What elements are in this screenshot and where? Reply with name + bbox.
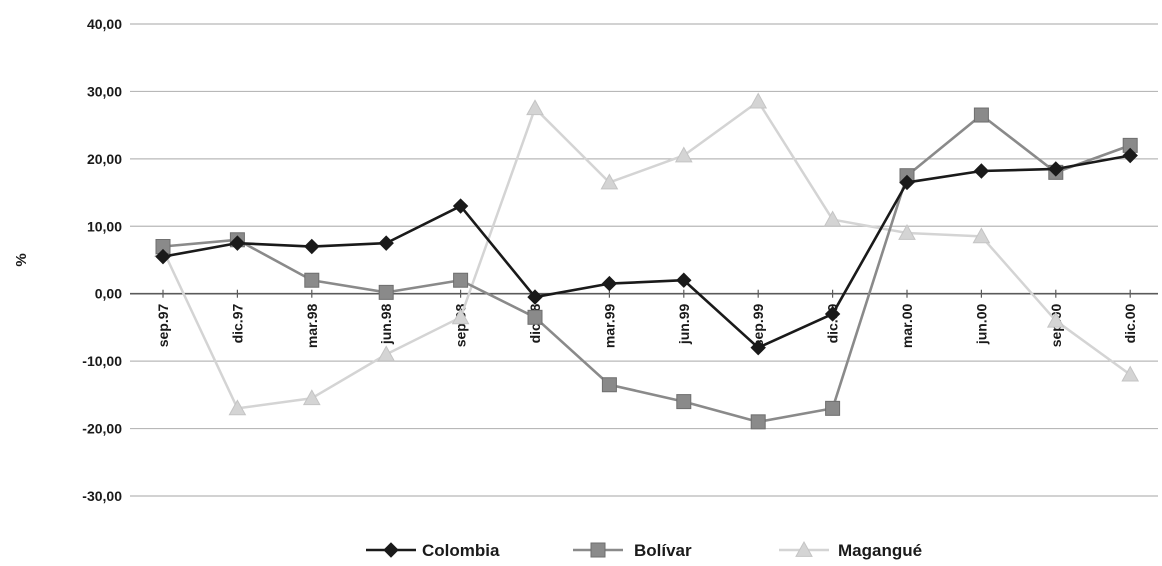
data-point xyxy=(674,146,693,163)
data-point xyxy=(1122,147,1138,164)
data-point xyxy=(377,345,396,362)
data-point xyxy=(600,173,619,190)
data-point xyxy=(451,308,470,325)
y-tick-label: -10,00 xyxy=(82,353,122,369)
x-tick-label: mar.98 xyxy=(304,304,320,349)
data-point xyxy=(229,235,246,251)
data-point xyxy=(378,284,394,300)
legend-marker xyxy=(590,542,606,558)
data-point xyxy=(749,92,768,109)
data-point xyxy=(304,238,320,255)
legend-entry: Colombia xyxy=(366,541,500,560)
x-tick-label: dic.00 xyxy=(1122,304,1138,344)
x-tick-label: jun.99 xyxy=(676,304,692,346)
series-line xyxy=(162,154,1131,349)
y-tick-label: 40,00 xyxy=(87,16,122,32)
data-point xyxy=(1121,365,1140,382)
legend-entry: Bolívar xyxy=(573,541,692,560)
legend-label: Magangué xyxy=(838,541,922,560)
data-point xyxy=(750,414,766,430)
y-tick-label: 20,00 xyxy=(87,151,122,167)
data-point xyxy=(973,107,989,123)
data-point xyxy=(378,235,394,251)
series-1 xyxy=(155,107,1138,430)
legend-marker xyxy=(795,540,813,557)
y-tick-label: 0,00 xyxy=(95,286,122,302)
data-point xyxy=(972,227,991,244)
y-tick-label: 30,00 xyxy=(87,83,122,99)
y-tick-label: -30,00 xyxy=(82,488,122,504)
data-point xyxy=(527,289,543,305)
data-point xyxy=(823,210,842,227)
series-line xyxy=(162,113,1131,424)
data-point xyxy=(527,309,543,325)
data-point xyxy=(228,399,247,416)
legend-entry: Magangué xyxy=(779,540,922,560)
series-2 xyxy=(154,92,1140,416)
data-point xyxy=(601,377,617,393)
data-point xyxy=(898,223,916,240)
grid-layer xyxy=(130,23,1158,497)
y-tick-label: 10,00 xyxy=(87,218,122,234)
x-tick-label: sep.99 xyxy=(750,304,766,348)
x-tick-label: sep.97 xyxy=(155,304,171,348)
data-point xyxy=(825,400,841,416)
legend-marker xyxy=(383,542,399,558)
axis-layer: 40,00 30,00 20,00 10,00 0,00 -10,00 -20,00 -30,… xyxy=(13,16,1138,504)
data-point xyxy=(676,394,692,410)
data-point xyxy=(452,198,469,214)
y-axis-label: % xyxy=(13,253,30,266)
data-point xyxy=(155,248,171,265)
data-point xyxy=(526,99,544,116)
x-tick-label: sep.98 xyxy=(453,304,469,348)
data-point xyxy=(824,306,841,322)
legend: Colombia Bolívar Magangué xyxy=(366,540,922,560)
data-point xyxy=(1046,311,1065,328)
y-tick-label: -20,00 xyxy=(82,421,122,437)
data-point xyxy=(304,272,320,288)
series-layer xyxy=(154,92,1140,430)
legend-label: Bolívar xyxy=(634,541,692,560)
x-tick-label: mar.00 xyxy=(899,304,915,349)
data-point xyxy=(973,163,990,179)
legend-label: Colombia xyxy=(422,541,500,560)
series-0 xyxy=(155,147,1138,356)
data-point xyxy=(750,339,766,356)
x-tick-label: mar.99 xyxy=(601,304,617,349)
x-tick-label: jun.00 xyxy=(973,304,989,346)
x-tick-label: jun.98 xyxy=(378,304,394,346)
data-point xyxy=(899,174,915,191)
data-point xyxy=(302,389,321,406)
data-point xyxy=(1048,161,1064,177)
data-point xyxy=(676,272,692,288)
data-point xyxy=(601,275,618,292)
x-tick-label: dic.97 xyxy=(229,304,245,344)
data-point xyxy=(453,272,469,288)
series-line xyxy=(161,100,1131,410)
